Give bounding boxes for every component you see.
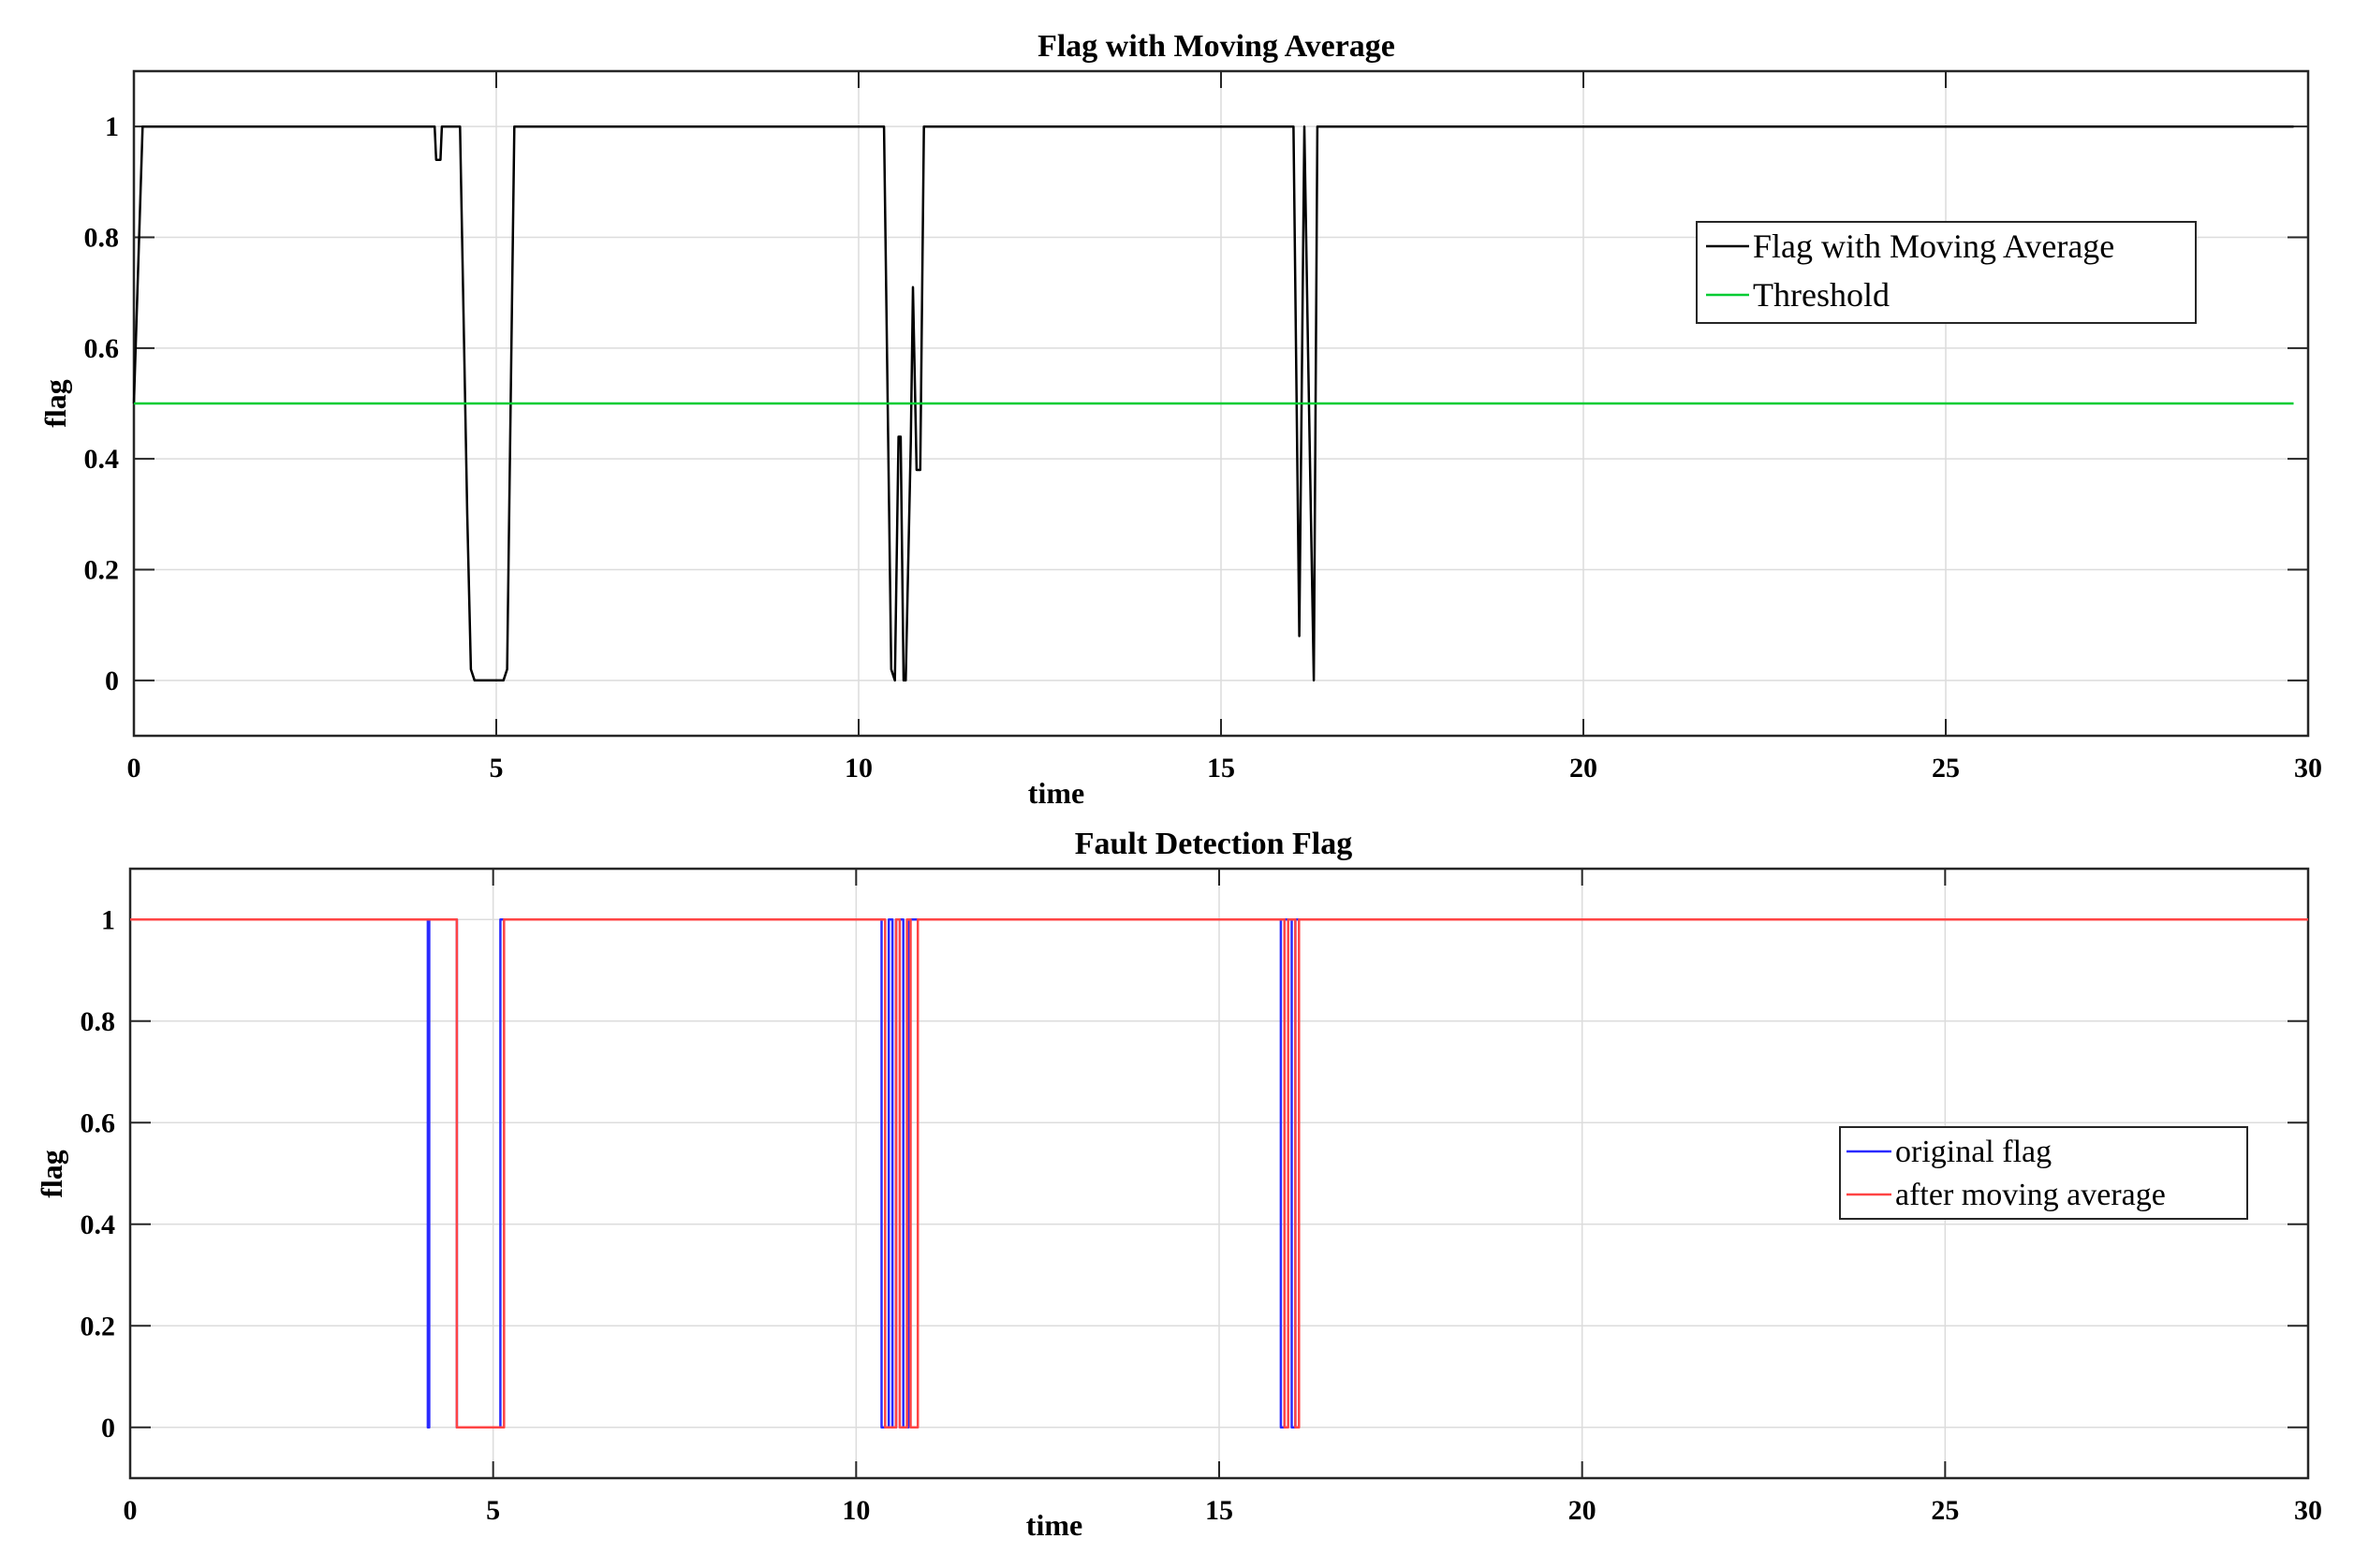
x-axis-label: time <box>1026 1508 1082 1542</box>
x-tick-label: 0 <box>124 1495 138 1526</box>
y-tick-label: 1 <box>101 904 115 935</box>
x-tick-label: 15 <box>1207 753 1235 784</box>
legend-label-flag-with-moving-average: Flag with Moving Average <box>1753 227 2114 265</box>
chart-title: Flag with Moving Average <box>1037 29 1395 64</box>
legend: original flag after moving average <box>1839 1126 2248 1220</box>
chart-title: Fault Detection Flag <box>1075 827 1353 861</box>
series-line-after-moving-average <box>130 918 2308 1429</box>
y-tick-label: 0.2 <box>81 1311 116 1341</box>
x-tick-label: 25 <box>1932 753 1960 784</box>
x-axis-label: time <box>1028 776 1084 810</box>
legend-label-threshold: Threshold <box>1753 276 1890 314</box>
y-axis-label: flag <box>38 379 72 428</box>
y-tick-label: 0.8 <box>81 1006 116 1037</box>
legend-box <box>1696 221 2197 324</box>
y-tick-label: 0.6 <box>81 1107 116 1138</box>
x-tick-label: 25 <box>1931 1495 1959 1526</box>
legend-label-after-moving-average: after moving average <box>1895 1178 2166 1212</box>
x-tick-label: 30 <box>2294 753 2322 784</box>
x-tick-label: 20 <box>1568 1495 1596 1526</box>
legend-label-original-flag: original flag <box>1895 1135 2052 1169</box>
legend: Flag with Moving Average Threshold <box>1696 221 2197 324</box>
chart-flag-moving-average: 0 5 10 15 20 25 30 0 0.2 0.4 0.6 0.8 1 Flag with Mov… <box>38 29 2322 810</box>
x-tick-label: 20 <box>1569 753 1597 784</box>
y-tick-label: 0.6 <box>84 333 120 364</box>
x-tick-label: 0 <box>127 753 141 784</box>
series-line-flag-with-moving-average <box>132 125 2294 682</box>
y-tick-label: 0 <box>101 1413 115 1443</box>
x-tick-label: 5 <box>486 1495 500 1526</box>
y-tick-label: 0.8 <box>84 223 120 254</box>
y-tick-label: 0 <box>105 666 119 696</box>
x-tick-label: 10 <box>845 753 873 784</box>
y-tick-label: 0.4 <box>84 444 120 475</box>
x-tick-label: 10 <box>842 1495 870 1526</box>
y-tick-label: 0.2 <box>84 555 120 586</box>
legend-box <box>1839 1126 2248 1220</box>
y-tick-label: 0.4 <box>81 1209 116 1240</box>
y-axis-label: flag <box>35 1150 68 1198</box>
x-tick-label: 5 <box>490 753 504 784</box>
chart-fault-detection-flag: 0 5 10 15 20 25 30 0 0.2 0.4 0.6 0.8 1 Fault Detecti… <box>35 827 2322 1542</box>
x-tick-label: 30 <box>2294 1495 2322 1526</box>
x-tick-label: 15 <box>1205 1495 1233 1526</box>
y-tick-label: 1 <box>105 111 119 142</box>
